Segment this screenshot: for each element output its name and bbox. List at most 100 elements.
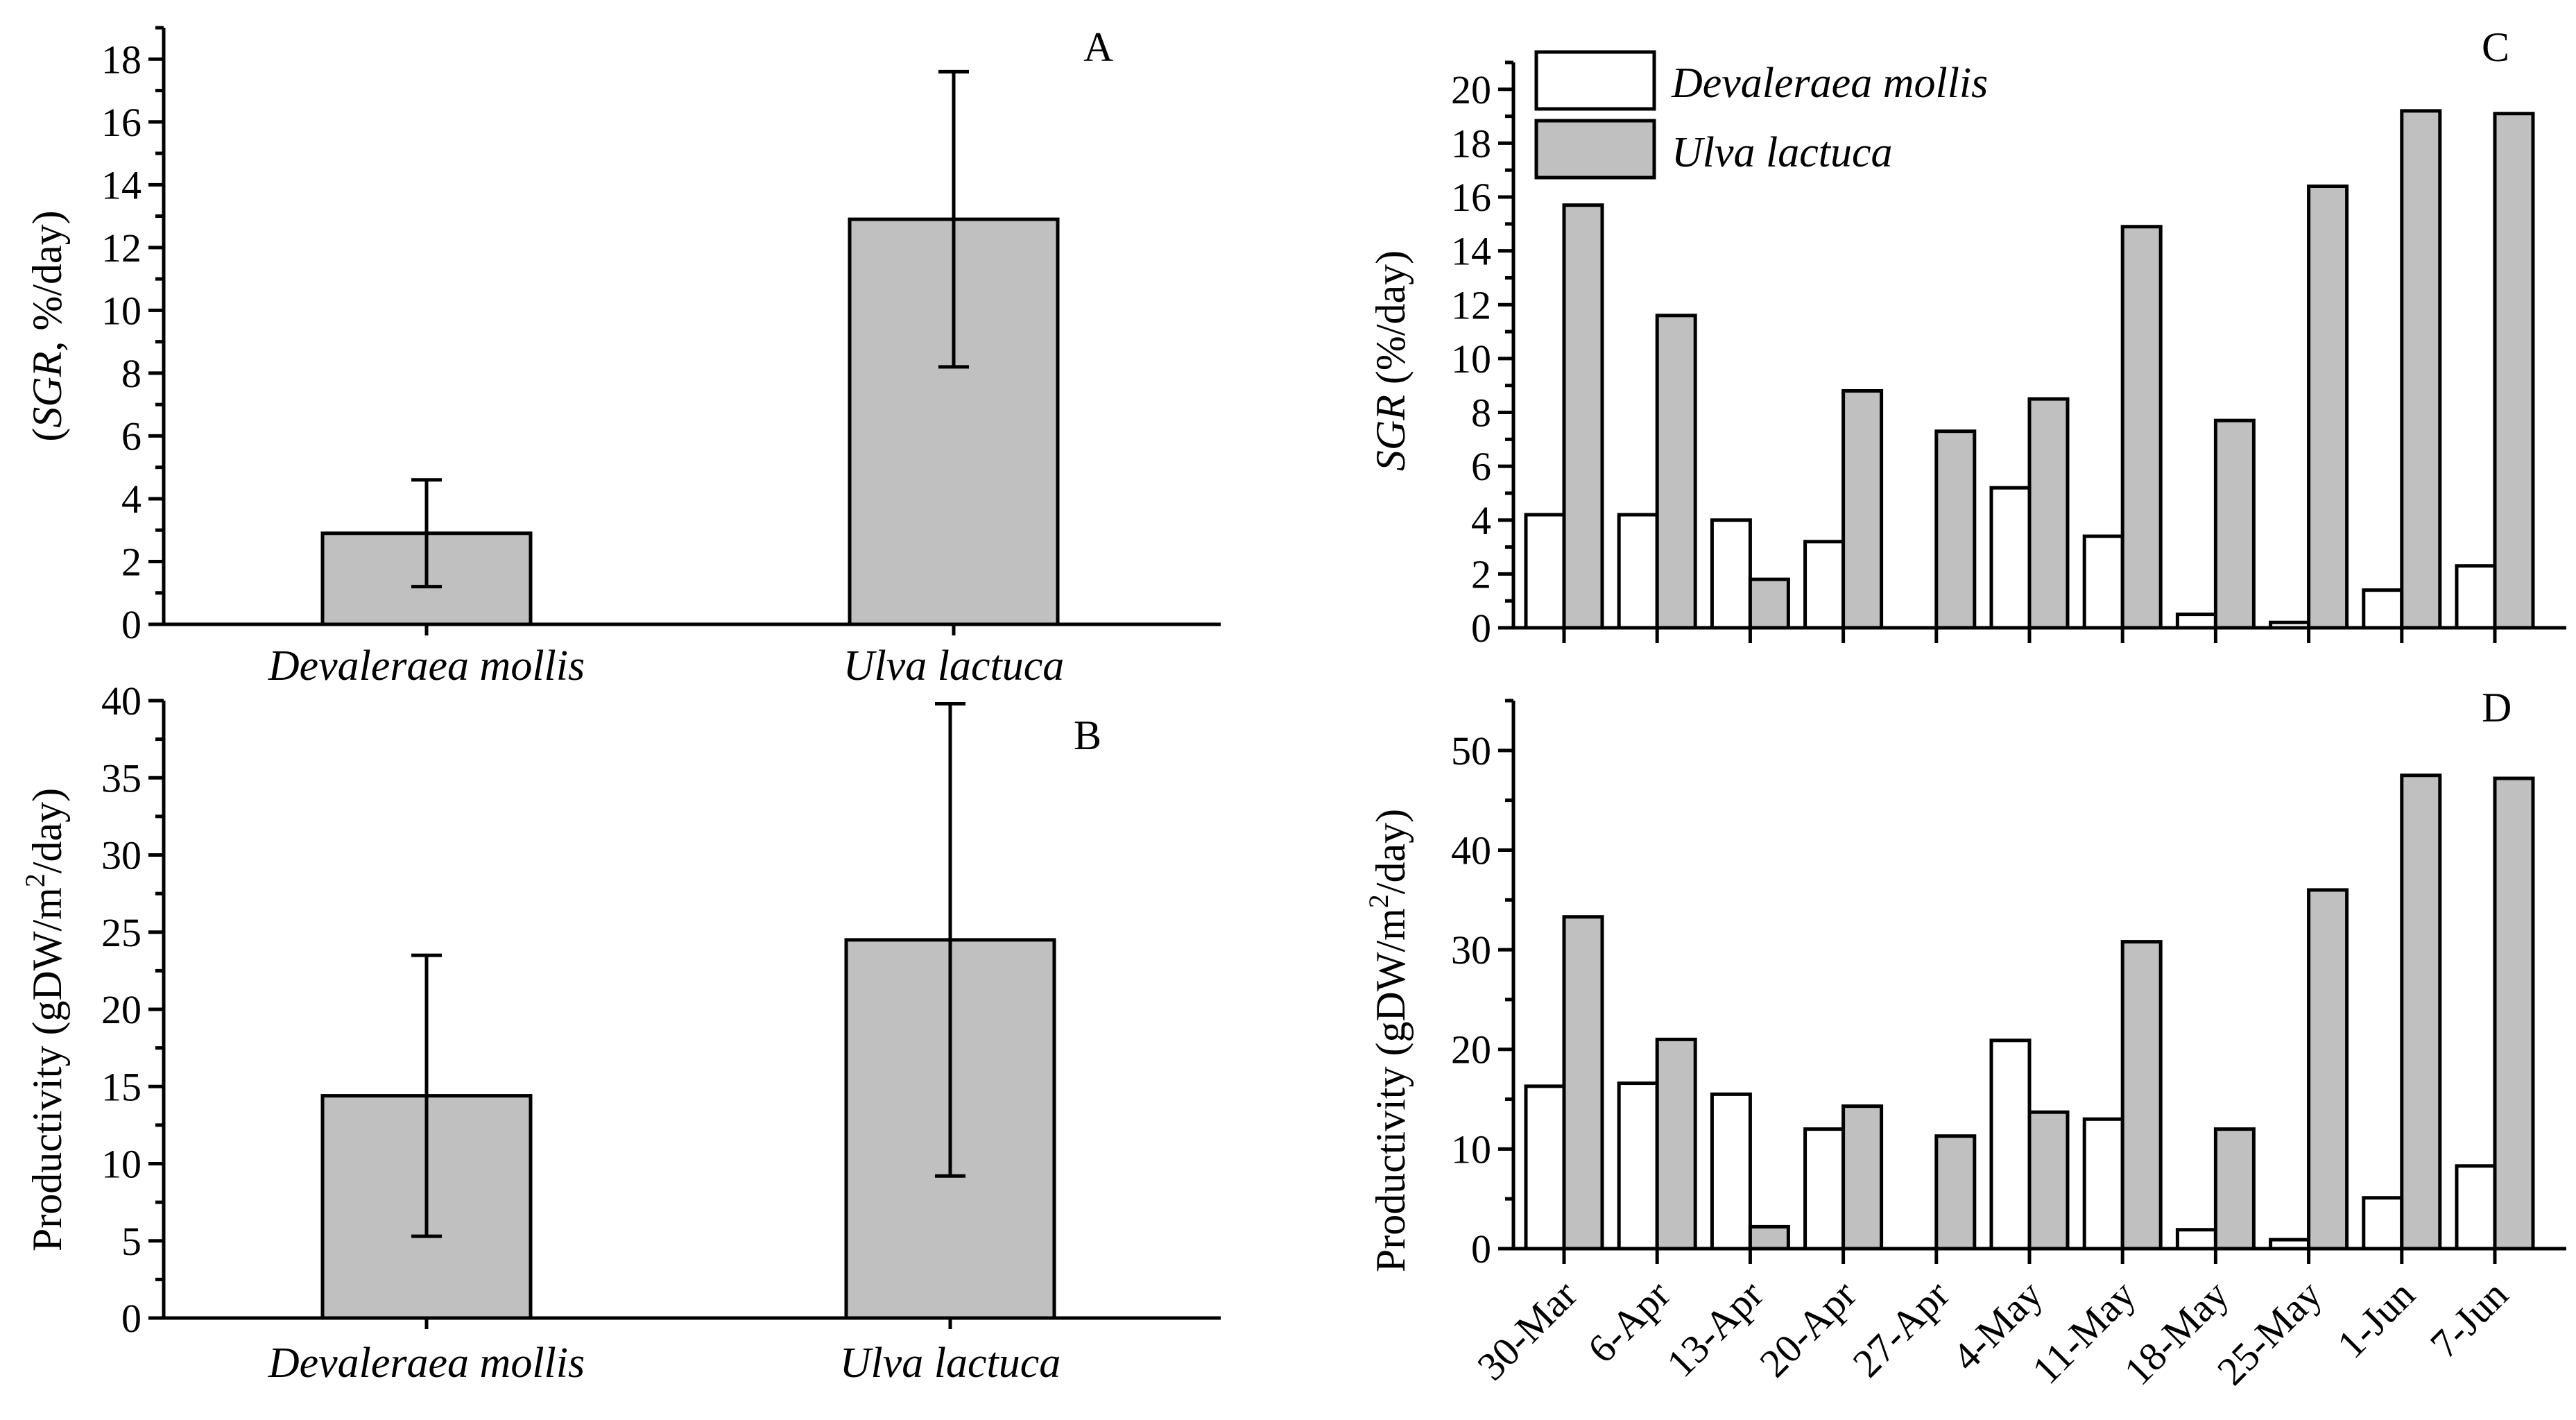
ytick-label-c-9: 18 bbox=[1451, 121, 1491, 166]
ytick-label-a-7: 14 bbox=[101, 162, 141, 207]
bar-c-s0-9 bbox=[2362, 588, 2404, 630]
panel-d-ylabel-end: /day) bbox=[1368, 809, 1414, 894]
panel-a-ylabel-sgr: SGR bbox=[24, 352, 70, 428]
panel-b-ylabel: Productivity (gDW/m2/day) bbox=[19, 788, 70, 1251]
plot-a: Devaleraea mollis Ulva lactuca 0 2 4 6 8 10 12 14… bbox=[101, 26, 1221, 690]
legend: Devaleraea mollis Ulva lactuca bbox=[1534, 50, 1988, 180]
bar-c-s1-9 bbox=[2400, 109, 2442, 630]
panel-a-ylabel-rest: , %/day) bbox=[24, 210, 70, 351]
panel-c-letter: C bbox=[2482, 24, 2509, 70]
bar-d-s1-10 bbox=[2493, 776, 2535, 1251]
ytick-label-b-5: 25 bbox=[101, 910, 141, 955]
bar-c-s1-1 bbox=[1655, 314, 1697, 630]
ytick-label-a-5: 10 bbox=[101, 288, 141, 333]
bar-c-s0-6 bbox=[2082, 534, 2124, 630]
ytick-label-d-5: 50 bbox=[1451, 728, 1491, 773]
bar-c-s0-2 bbox=[1710, 518, 1752, 630]
bar-c-s1-2 bbox=[1748, 577, 1790, 630]
bar-c-s1-6 bbox=[2120, 225, 2163, 630]
ytick-label-d-2: 20 bbox=[1451, 1027, 1491, 1072]
bar-c-s1-3 bbox=[1841, 388, 1884, 630]
bar-d-s0-6 bbox=[2082, 1117, 2124, 1251]
bar-c-s0-10 bbox=[2455, 564, 2497, 630]
ytick-label-c-6: 12 bbox=[1451, 282, 1491, 327]
panel-b-ylabel-sup: 2 bbox=[19, 873, 51, 887]
panel-a: A (SGR, %/day) bbox=[24, 24, 1113, 442]
bar-d-s1-9 bbox=[2400, 773, 2442, 1251]
ytick-label-a-4: 8 bbox=[121, 351, 141, 396]
bar-c-s0-7 bbox=[2175, 613, 2217, 630]
ytick-label-a-6: 12 bbox=[101, 225, 141, 271]
bar-c-s1-7 bbox=[2213, 418, 2256, 630]
bar-c-s0-3 bbox=[1803, 540, 1846, 630]
bar-d-s0-0 bbox=[1524, 1084, 1566, 1251]
ytick-label-d-1: 10 bbox=[1451, 1127, 1491, 1172]
ytick-label-c-5: 10 bbox=[1451, 336, 1491, 382]
bar-d-s0-5 bbox=[1989, 1038, 2032, 1251]
ytick-label-a-1: 2 bbox=[121, 539, 141, 584]
panel-c: C SGR (%/day) Devaleraea mollis Ulva lac… bbox=[1368, 24, 2509, 471]
panel-d-letter: D bbox=[2482, 685, 2511, 730]
ytick-label-d-0: 0 bbox=[1471, 1226, 1491, 1272]
panel-b-ylabel-end: /day) bbox=[24, 788, 70, 873]
panel-d-ylabel-main: Productivity (gDW/m bbox=[1368, 908, 1414, 1272]
ytick-label-d-4: 40 bbox=[1451, 828, 1491, 873]
ytick-label-d-3: 30 bbox=[1451, 927, 1491, 973]
bar-c-s0-1 bbox=[1617, 513, 1659, 630]
panel-b: B Productivity (gDW/m2/day) bbox=[19, 712, 1101, 1251]
ytick-label-b-7: 35 bbox=[101, 755, 141, 801]
panel-d-ylabel: Productivity (gDW/m2/day) bbox=[1363, 809, 1414, 1272]
category-label-b-0: Devaleraea mollis bbox=[268, 1340, 585, 1387]
ytick-label-a-2: 4 bbox=[121, 477, 141, 522]
panel-b-letter: B bbox=[1074, 712, 1101, 758]
bar-d-s0-2 bbox=[1710, 1092, 1752, 1251]
ytick-label-a-9: 18 bbox=[101, 37, 141, 82]
legend-swatch-devaleraea bbox=[1534, 50, 1656, 111]
legend-swatch-ulva bbox=[1534, 119, 1656, 180]
bar-c-s1-10 bbox=[2493, 112, 2535, 630]
ytick-label-c-7: 14 bbox=[1451, 229, 1491, 274]
ytick-label-a-3: 6 bbox=[121, 413, 141, 459]
bar-d-s1-3 bbox=[1841, 1104, 1884, 1251]
bar-d-s0-10 bbox=[2455, 1164, 2497, 1251]
panel-d: D Productivity (gDW/m2/day) bbox=[1363, 685, 2511, 1272]
panel-d-ylabel-sup: 2 bbox=[1363, 894, 1394, 908]
legend-label-devaleraea: Devaleraea mollis bbox=[1671, 60, 1988, 107]
ytick-label-b-8: 40 bbox=[101, 678, 141, 724]
bar-d-s0-9 bbox=[2362, 1196, 2404, 1251]
bar-c-s1-8 bbox=[2307, 185, 2349, 630]
bar-d-s1-7 bbox=[2213, 1127, 2256, 1251]
ytick-label-c-2: 4 bbox=[1471, 498, 1491, 543]
bar-d-s1-4 bbox=[1934, 1134, 1977, 1251]
ytick-label-c-0: 0 bbox=[1471, 606, 1491, 651]
ytick-label-b-2: 10 bbox=[101, 1142, 141, 1187]
panel-a-ylabel: (SGR, %/day) bbox=[24, 210, 70, 441]
plot-c: 0 2 4 6 8 10 12 14 16 18 20 bbox=[1451, 60, 2566, 651]
category-label-a-0: Devaleraea mollis bbox=[268, 642, 585, 690]
bar-c-s1-0 bbox=[1562, 203, 1604, 630]
bar-d-s1-8 bbox=[2307, 888, 2349, 1251]
bar-d-s0-1 bbox=[1617, 1081, 1659, 1251]
bar-c-s1-4 bbox=[1934, 429, 1977, 630]
ytick-label-a-0: 0 bbox=[121, 602, 141, 647]
ytick-label-b-0: 0 bbox=[121, 1296, 141, 1341]
bar-d-s1-1 bbox=[1655, 1037, 1697, 1251]
bar-d-s1-2 bbox=[1748, 1224, 1790, 1251]
legend-label-ulva: Ulva lactuca bbox=[1672, 129, 1893, 176]
ytick-label-c-8: 16 bbox=[1451, 175, 1491, 220]
bar-d-s1-5 bbox=[2027, 1110, 2070, 1251]
ytick-label-c-3: 6 bbox=[1471, 444, 1491, 489]
ytick-label-a-8: 16 bbox=[101, 100, 141, 145]
bar-d-s1-0 bbox=[1562, 915, 1604, 1251]
bar-c-s1-5 bbox=[2027, 397, 2070, 630]
panel-a-letter: A bbox=[1083, 24, 1113, 70]
ytick-label-b-4: 20 bbox=[101, 987, 141, 1032]
ytick-label-c-1: 2 bbox=[1471, 551, 1491, 597]
bar-d-s0-7 bbox=[2175, 1228, 2217, 1251]
plot-b: Devaleraea mollis Ulva lactuca 0 5 10 15 20 25 3… bbox=[101, 678, 1221, 1387]
category-label-b-1: Ulva lactuca bbox=[840, 1340, 1061, 1387]
ytick-label-b-3: 15 bbox=[101, 1064, 141, 1109]
panel-b-ylabel-main: Productivity (gDW/m bbox=[24, 887, 70, 1251]
ytick-label-b-1: 5 bbox=[121, 1219, 141, 1264]
panel-a-ylabel-open: ( bbox=[24, 428, 70, 442]
